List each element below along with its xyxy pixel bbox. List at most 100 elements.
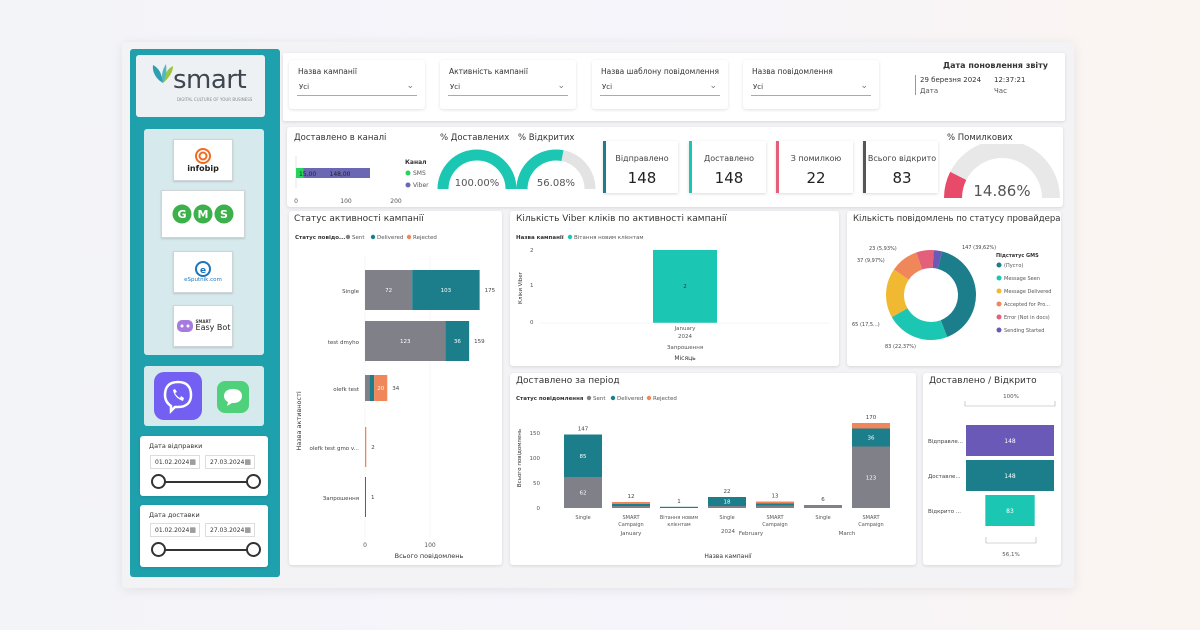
legend-label: Error (Not in docs) <box>1004 315 1050 321</box>
gms-icon: G M S <box>172 204 234 224</box>
provider-status-chart: 147 (39,62%) 83 (22,37%) 65 (17,5...) 37… <box>852 245 1051 350</box>
segment-label: 123 <box>400 339 411 345</box>
bar-segment-delivered[interactable] <box>564 434 602 478</box>
kpi-label: Доставлено <box>704 154 754 163</box>
provider-status-title: Кількість повідомлень по статусу провайд… <box>853 214 1061 224</box>
bar-segment-rejected[interactable] <box>374 375 388 401</box>
report-time-value: 12:37:21 <box>994 76 1026 84</box>
pct-delivered-title: % Доставлених <box>440 133 510 143</box>
sms-bar-label: 15,00 <box>299 171 316 178</box>
viber-clicks-bar[interactable] <box>653 250 717 323</box>
bar-segment-delivered[interactable] <box>445 321 470 361</box>
bar-segment-delivered[interactable] <box>412 270 480 310</box>
bar-segment-delivered[interactable] <box>708 497 746 506</box>
filter-select[interactable]: Усі ⌄ <box>448 81 568 96</box>
date-sent-to[interactable]: 27.03.2024 ▦ <box>205 455 255 469</box>
channel-chart: 15,00 148,00 0 100 200 Канал SMS Viber <box>294 156 429 205</box>
filter-select[interactable]: Усі ⌄ <box>751 81 871 96</box>
legend-title: Статус повідо... <box>295 235 345 241</box>
donut-slice[interactable] <box>893 252 923 280</box>
bar-segment-sent[interactable] <box>756 505 794 509</box>
infobip-logo[interactable]: infobip <box>173 139 233 181</box>
bar-segment-sent[interactable] <box>612 506 650 508</box>
bar-segment-delivered[interactable] <box>660 506 698 508</box>
bar-segment-sent[interactable] <box>365 321 446 361</box>
funnel-bar[interactable] <box>985 495 1035 526</box>
funnel-stage-label: Відправле... <box>928 439 963 445</box>
bar-segment-sent[interactable] <box>804 505 842 508</box>
legend-dot <box>996 301 1002 307</box>
donut-slice[interactable] <box>916 250 934 270</box>
gms-logo[interactable]: G M S <box>161 190 245 238</box>
bar-segment-delivered[interactable] <box>369 375 375 401</box>
date-delivered-to[interactable]: 27.03.2024 ▦ <box>205 523 255 537</box>
chevron-down-icon: ⌄ <box>860 81 868 91</box>
provider-status-card <box>847 211 1061 366</box>
bar-segment-delivered[interactable] <box>365 477 366 517</box>
sms-chat-icon[interactable] <box>216 380 250 414</box>
chevron-down-icon: ⌄ <box>709 81 717 91</box>
bar-total: 1 <box>371 495 375 501</box>
date-delivered-slider-end[interactable] <box>246 542 261 557</box>
date-sent-slider-end[interactable] <box>246 474 261 489</box>
pct-opened-title: % Відкритих <box>518 133 575 143</box>
bar-segment-delivered[interactable] <box>756 503 794 506</box>
date-sent-slider-track <box>158 481 254 483</box>
kpi-value: 148 <box>714 169 744 187</box>
bar-segment-sent[interactable] <box>564 477 602 508</box>
row-label: olefk test <box>333 387 360 393</box>
donut-slice[interactable] <box>932 250 943 269</box>
date-sent-from[interactable]: 01.02.2024 ▦ <box>150 455 200 469</box>
kpi-sent[interactable]: Відправлено 148 <box>603 141 678 193</box>
bar-segment-rejected[interactable] <box>852 423 890 429</box>
sms-bar[interactable] <box>296 168 304 178</box>
bar-segment-sent[interactable] <box>708 506 746 508</box>
gauge-value: 56.08% <box>537 178 575 189</box>
date-delivered-label: Дата доставки <box>149 511 200 519</box>
segment-label: 62 <box>580 491 587 497</box>
bar-segment-rejected[interactable] <box>365 427 367 467</box>
legend-label: Sending Started <box>1004 328 1044 334</box>
filter-select[interactable]: Усі ⌄ <box>600 81 720 96</box>
kpi-value: 83 <box>892 169 912 187</box>
funnel-bar[interactable] <box>966 425 1054 456</box>
easybot-logo[interactable]: SMART Easy Bot <box>173 305 233 347</box>
tick-label: 100 <box>340 198 352 205</box>
easybot-label: Easy Bot <box>195 323 231 332</box>
funnel-bar[interactable] <box>966 460 1054 491</box>
legend-dot-rejected <box>646 395 652 401</box>
legend-label: Message Seen <box>1004 276 1040 282</box>
esputnik-logo[interactable]: e eSputnik.com <box>173 251 233 293</box>
bar-total: 170 <box>866 415 877 421</box>
bar-total: 175 <box>485 288 496 294</box>
donut-slice[interactable] <box>937 251 976 337</box>
kpi-error[interactable]: З помилкою 22 <box>776 141 853 193</box>
bar-segment-sent[interactable] <box>852 446 890 509</box>
donut-slice[interactable] <box>886 269 909 318</box>
bar-segment-delivered[interactable] <box>612 504 650 506</box>
brand-tagline: DIGITAL CULTURE OF YOUR BUSINESS <box>177 97 253 102</box>
viber-bar[interactable] <box>303 168 371 178</box>
kpi-delivered[interactable]: Доставлено 148 <box>689 141 766 193</box>
date-delivered-slider-start[interactable] <box>151 542 166 557</box>
bar-segment-rejected[interactable] <box>756 501 794 504</box>
bar-segment-rejected[interactable] <box>612 502 650 504</box>
kpi-opened[interactable]: Всього відкрито 83 <box>863 141 938 193</box>
bar-total: 147 <box>578 427 589 433</box>
bar-segment-sent[interactable] <box>365 270 413 310</box>
donut-slice[interactable] <box>891 308 948 340</box>
date-sent-slider-start[interactable] <box>151 474 166 489</box>
bar-segment-delivered[interactable] <box>852 428 890 447</box>
bar-total: 6 <box>821 497 825 503</box>
viber-icon[interactable] <box>153 371 203 421</box>
year-label: 2024 <box>721 529 735 535</box>
filter-label: Назва повідомлення <box>752 67 833 76</box>
date-delivered-from[interactable]: 01.02.2024 ▦ <box>150 523 200 537</box>
bar-segment-sent[interactable] <box>365 375 370 401</box>
divider <box>915 75 916 95</box>
pct-error-gauge: 14.86% <box>944 144 1060 200</box>
filter-select[interactable]: Усі ⌄ <box>297 81 417 96</box>
brand-logo[interactable]: smart DIGITAL CULTURE OF YOUR BUSINESS <box>136 55 265 117</box>
svg-text:G: G <box>177 208 186 221</box>
esputnik-icon: e <box>195 261 211 277</box>
